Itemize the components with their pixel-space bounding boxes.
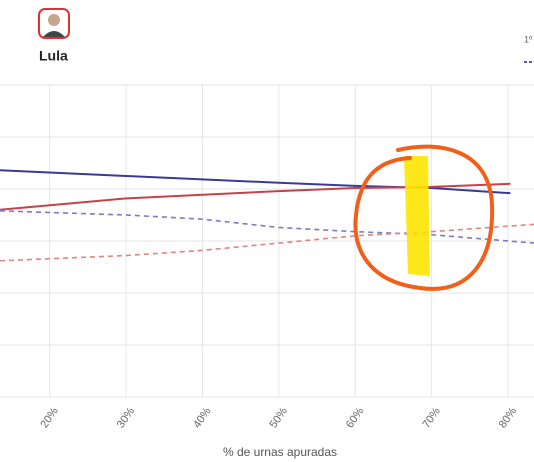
avatar xyxy=(38,8,70,39)
x-tick-label: 80% xyxy=(497,405,520,430)
x-tick-label: 50% xyxy=(268,405,291,430)
series-line xyxy=(0,169,511,195)
series-line xyxy=(0,210,534,244)
series-line xyxy=(0,182,511,211)
candidate-name: Lula xyxy=(39,48,68,64)
x-tick-label: 70% xyxy=(420,405,443,430)
series-line xyxy=(0,223,534,262)
x-axis-label: % de urnas apuradas xyxy=(223,445,337,459)
plot-area: 20% 30% 40% 50% 60% 70% 80% xyxy=(0,84,534,430)
annotation xyxy=(353,144,495,291)
legend-fragment: 1º xyxy=(524,34,533,44)
x-tick-label: 20% xyxy=(38,405,61,430)
x-tick-label: 60% xyxy=(344,405,367,430)
x-tick-label: 30% xyxy=(115,405,138,430)
x-tick-label: 40% xyxy=(191,405,214,430)
